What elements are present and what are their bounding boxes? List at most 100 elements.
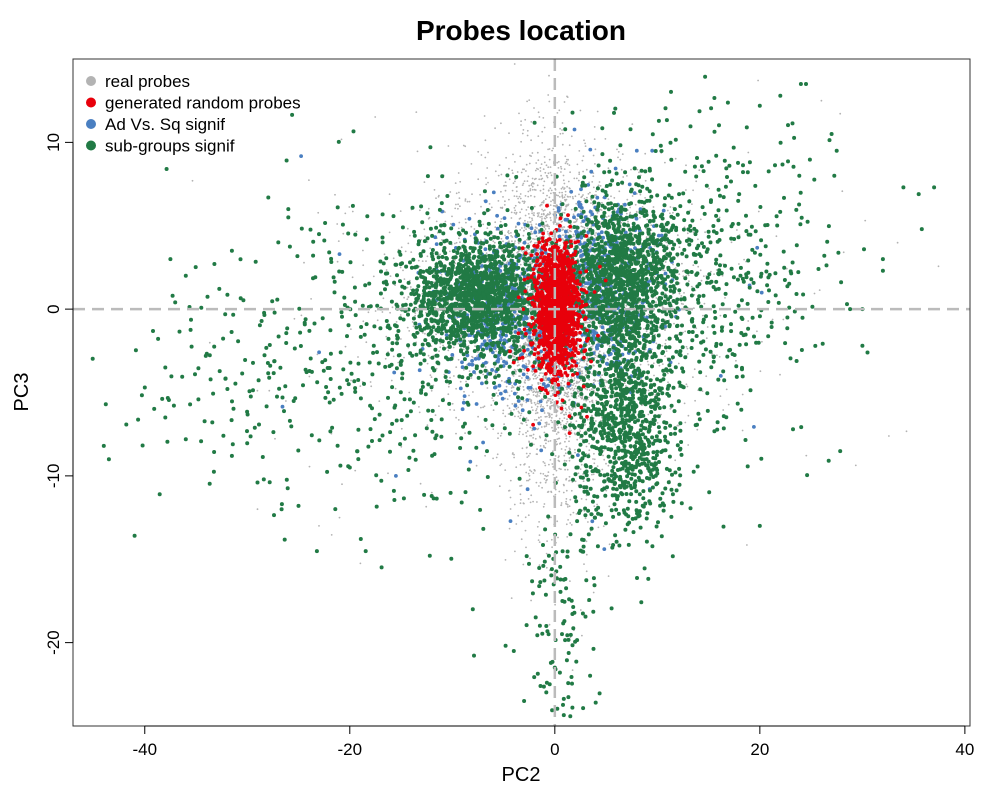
- data-point: [308, 465, 311, 468]
- data-point: [540, 203, 543, 206]
- data-point: [693, 307, 695, 310]
- data-point: [546, 474, 549, 477]
- data-point: [665, 241, 668, 244]
- data-point: [551, 546, 553, 549]
- data-point: [547, 172, 550, 175]
- data-point: [552, 223, 555, 225]
- data-point: [528, 474, 531, 477]
- data-point: [383, 253, 386, 256]
- data-point: [593, 138, 596, 141]
- data-point: [522, 433, 524, 436]
- data-point: [602, 454, 604, 457]
- data-point: [550, 174, 553, 177]
- data-point: [547, 166, 550, 169]
- data-point: [348, 206, 351, 208]
- data-point: [540, 355, 542, 358]
- data-point: [208, 341, 211, 344]
- data-point: [530, 155, 532, 158]
- data-point: [588, 442, 590, 445]
- data-point: [520, 171, 523, 174]
- data-point: [775, 235, 778, 238]
- data-point: [500, 173, 503, 176]
- data-point: [515, 408, 518, 410]
- data-point: [529, 426, 532, 429]
- data-point: [528, 478, 531, 481]
- data-point: [535, 366, 538, 369]
- data-point: [586, 321, 589, 324]
- data-point: [565, 489, 568, 492]
- data-point: [539, 472, 542, 475]
- data-point: [560, 426, 563, 429]
- data-point: [449, 223, 452, 225]
- data-point: [573, 432, 576, 435]
- data-point: [519, 344, 522, 347]
- data-point: [531, 374, 534, 376]
- data-point: [497, 200, 500, 202]
- data-point: [535, 355, 537, 358]
- data-point: [367, 311, 370, 314]
- data-point: [430, 345, 433, 347]
- data-point: [608, 400, 611, 403]
- data-point: [510, 234, 512, 237]
- data-point: [557, 426, 560, 429]
- data-point: [572, 233, 575, 236]
- data-point: [374, 116, 377, 118]
- data-point: [511, 352, 514, 355]
- data-point: [359, 385, 362, 387]
- data-point: [595, 232, 597, 234]
- data-point: [543, 425, 546, 428]
- data-point: [543, 213, 545, 216]
- data-point: [510, 232, 512, 234]
- data-point: [583, 398, 585, 401]
- data-point: [535, 387, 537, 390]
- data-point: [560, 502, 563, 504]
- data-point: [592, 478, 595, 481]
- data-point: [419, 482, 422, 485]
- data-point: [551, 426, 553, 429]
- data-point: [523, 229, 525, 232]
- data-point: [485, 183, 488, 186]
- data-point: [592, 381, 595, 384]
- data-point: [492, 409, 495, 411]
- data-point: [589, 191, 591, 194]
- data-point: [518, 250, 520, 252]
- data-point: [537, 400, 539, 403]
- data-point: [438, 194, 440, 197]
- data-point: [587, 521, 589, 523]
- data-point: [409, 286, 412, 288]
- data-point: [572, 511, 575, 514]
- data-point: [340, 138, 343, 141]
- data-point: [568, 480, 570, 482]
- data-point: [528, 360, 531, 363]
- data-point: [430, 389, 433, 392]
- data-point: [550, 192, 552, 195]
- data-point: [559, 127, 561, 130]
- data-point: [702, 314, 704, 317]
- data-point: [528, 184, 531, 187]
- data-point: [603, 379, 606, 382]
- data-point: [538, 435, 541, 438]
- data-point: [550, 516, 552, 519]
- data-point: [390, 379, 393, 382]
- data-point: [557, 536, 559, 539]
- data-point: [570, 429, 573, 432]
- data-point: [539, 204, 541, 207]
- data-point: [550, 387, 552, 389]
- data-point: [337, 240, 340, 243]
- data-point: [703, 302, 706, 305]
- data-point: [525, 431, 527, 434]
- data-point: [519, 417, 521, 420]
- data-point: [591, 414, 593, 417]
- data-point: [558, 490, 561, 493]
- data-point: [530, 470, 533, 473]
- data-point: [528, 162, 531, 165]
- data-point: [544, 228, 547, 230]
- data-point: [563, 384, 566, 387]
- data-point: [549, 216, 552, 219]
- data-point: [626, 175, 628, 177]
- data-point: [457, 358, 460, 361]
- data-point: [527, 393, 530, 396]
- data-point: [521, 403, 523, 406]
- data-point: [685, 164, 687, 167]
- data-point: [593, 126, 596, 128]
